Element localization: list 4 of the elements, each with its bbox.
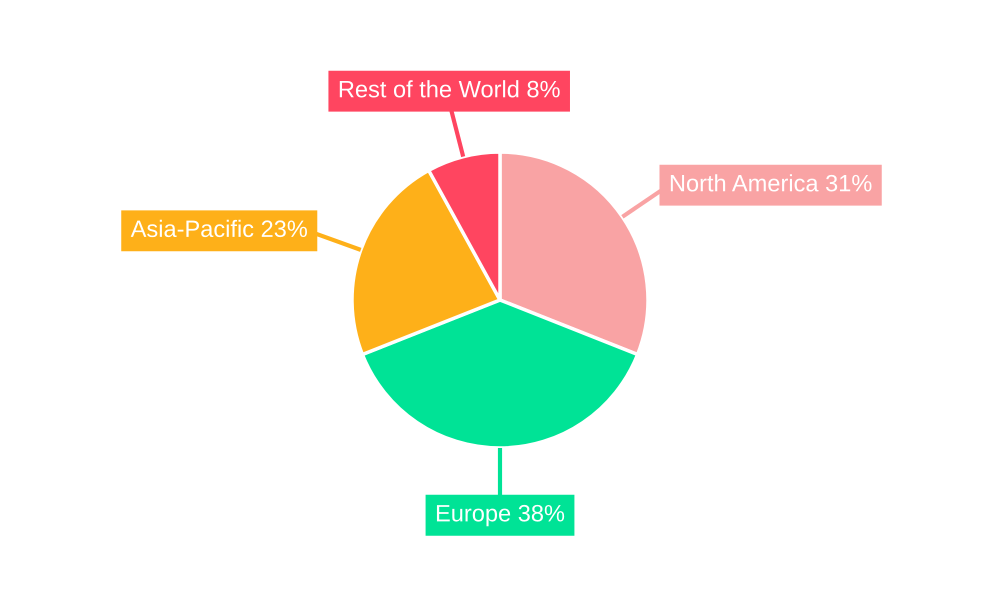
slice-label: Asia-Pacific 23% bbox=[130, 220, 307, 238]
slice-label: Rest of the World 8% bbox=[340, 80, 560, 98]
slice-label: North America 31% bbox=[670, 174, 872, 192]
slice-label: Europe 38% bbox=[436, 504, 564, 526]
